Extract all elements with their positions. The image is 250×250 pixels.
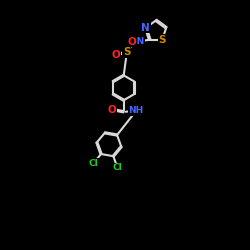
Text: NH: NH: [128, 106, 144, 116]
Text: Cl: Cl: [88, 159, 98, 168]
Text: O: O: [127, 37, 136, 47]
Text: HN: HN: [129, 37, 144, 46]
Text: O: O: [111, 50, 120, 59]
Text: O: O: [108, 104, 116, 115]
Text: Cl: Cl: [113, 163, 122, 172]
Text: N: N: [142, 23, 150, 33]
Text: S: S: [123, 48, 130, 58]
Text: S: S: [158, 35, 166, 45]
